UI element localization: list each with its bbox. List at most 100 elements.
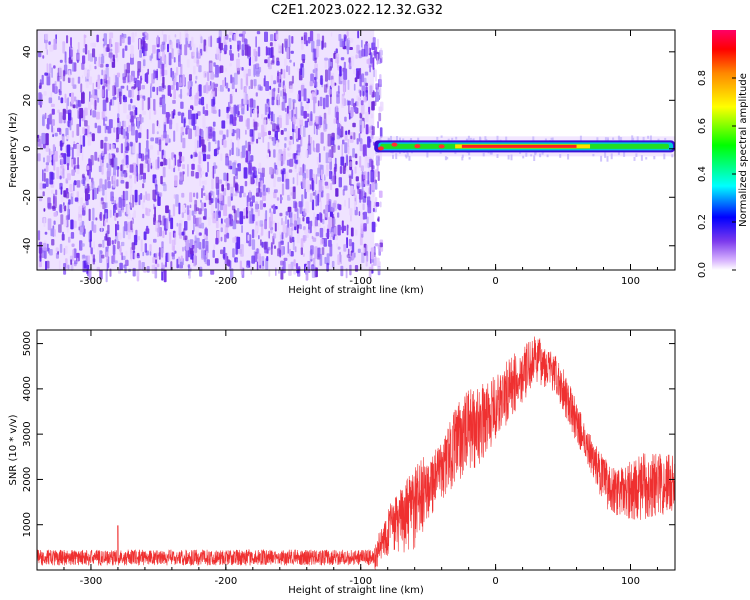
noise-cell (199, 266, 203, 277)
noise-cell (261, 241, 264, 248)
noise-cell (273, 189, 278, 193)
noise-cell (50, 228, 55, 237)
noise-cell (193, 192, 196, 198)
noise-cell (345, 130, 348, 135)
noise-cell (257, 46, 261, 57)
noise-cell (187, 164, 189, 177)
noise-cell (324, 169, 328, 177)
noise-cell (114, 203, 118, 210)
noise-cell (65, 127, 69, 137)
noise-cell (92, 42, 97, 47)
noise-cell (176, 82, 179, 91)
noise-cell (243, 167, 248, 179)
noise-cell (255, 192, 260, 197)
noise-cell (81, 92, 85, 104)
noise-cell (307, 229, 310, 234)
noise-cell (328, 216, 332, 229)
noise-cell (163, 117, 167, 125)
noise-cell (213, 74, 218, 78)
noise-cell (202, 115, 206, 128)
noise-cell (325, 94, 329, 108)
noise-cell (152, 44, 156, 54)
noise-cell (357, 182, 361, 187)
noise-cell (229, 114, 234, 126)
noise-cell (311, 235, 314, 240)
noise-cell (148, 157, 151, 164)
noise-cell (160, 175, 163, 185)
noise-cell (146, 208, 150, 217)
noise-cell (358, 50, 362, 59)
noise-cell (264, 31, 268, 42)
noise-cell (141, 85, 145, 90)
noise-cell (121, 159, 125, 164)
noise-cell (307, 36, 311, 44)
noise-cell (241, 67, 244, 71)
noise-cell (251, 239, 256, 250)
noise-cell (127, 230, 131, 240)
noise-cell (107, 76, 111, 85)
noise-cell (304, 229, 308, 234)
noise-cell (374, 46, 378, 59)
noise-cell (246, 95, 249, 105)
noise-cell (285, 178, 290, 190)
noise-cell (363, 77, 367, 87)
noise-cell (186, 59, 190, 68)
noise-cell (185, 37, 188, 45)
noise-cell (298, 90, 301, 99)
noise-cell (150, 165, 153, 169)
noise-cell (371, 221, 376, 233)
signal-speckle (551, 137, 554, 141)
noise-cell (170, 214, 173, 218)
noise-cell (62, 168, 65, 179)
noise-cell (46, 49, 48, 55)
noise-cell (350, 56, 355, 67)
noise-cell (379, 87, 382, 99)
snr-y-ticks: 1000 2000 3000 4000 5000 (22, 331, 675, 537)
noise-cell (225, 82, 229, 89)
noise-cell (107, 224, 110, 235)
noise-cell (263, 119, 267, 128)
noise-cell (292, 116, 297, 125)
noise-cell (314, 190, 317, 199)
noise-cell (122, 94, 126, 100)
noise-cell (359, 90, 362, 97)
noise-cell (81, 148, 84, 161)
noise-cell (228, 37, 232, 42)
noise-cell (268, 91, 272, 96)
noise-cell (46, 243, 49, 252)
noise-cell (315, 45, 320, 58)
noise-cell (294, 162, 298, 173)
noise-cell (85, 81, 89, 89)
noise-cell (142, 172, 146, 180)
noise-cell (317, 100, 320, 107)
noise-cell (92, 48, 96, 58)
noise-cell (84, 107, 88, 116)
noise-cell (160, 44, 165, 52)
noise-cell (324, 181, 328, 186)
noise-cell (348, 104, 350, 115)
noise-cell (38, 92, 42, 106)
signal-speckle (404, 154, 407, 157)
noise-cell (134, 171, 137, 184)
signal-peak (377, 146, 384, 151)
noise-cell (251, 195, 255, 203)
noise-cell (234, 210, 238, 223)
noise-cell (143, 59, 146, 67)
noise-cell (197, 164, 201, 172)
noise-cell (378, 190, 383, 198)
noise-cell (55, 189, 58, 196)
noise-cell (323, 146, 326, 151)
noise-cell (73, 220, 77, 228)
noise-cell (277, 222, 280, 231)
noise-cell (291, 75, 294, 84)
x-tick-label: 100 (621, 576, 640, 587)
noise-cell (199, 135, 201, 148)
noise-cell (119, 34, 122, 47)
noise-cell (307, 261, 310, 268)
noise-cell (222, 134, 226, 140)
noise-cell (281, 246, 284, 256)
noise-cell (79, 240, 83, 251)
noise-cell (145, 191, 147, 200)
noise-cell (200, 160, 203, 169)
noise-cell (94, 122, 97, 129)
